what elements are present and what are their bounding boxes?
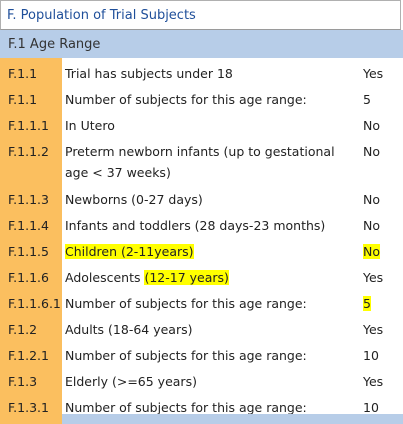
highlighted-value: 5 bbox=[363, 296, 371, 311]
row-value: Yes bbox=[363, 322, 384, 337]
row-value: Yes bbox=[363, 374, 384, 389]
row-label: Children (2-11years) bbox=[62, 236, 360, 262]
row-label: Number of subjects for this age range: bbox=[65, 400, 307, 415]
row-label: Number of subjects for this age range: bbox=[65, 348, 307, 363]
row-label: Number of subjects for this age range: bbox=[65, 92, 307, 107]
row-code: F.1.1 bbox=[0, 58, 62, 84]
table-row: F.1.1.5 Children (2-11years) No bbox=[0, 236, 403, 262]
highlighted-label: (12-17 years) bbox=[144, 270, 229, 285]
table-row: F.1.1 Trial has subjects under 18 Yes bbox=[0, 58, 403, 84]
row-value: No bbox=[363, 118, 380, 133]
row-code: F.1.2 bbox=[0, 314, 62, 340]
row-value: Yes bbox=[363, 66, 384, 81]
table-row: F.1.1.6 Adolescents (12-17 years) Yes bbox=[0, 262, 403, 288]
next-section-strip bbox=[0, 414, 403, 424]
row-value: No bbox=[363, 218, 380, 233]
row-code: F.1.1.2 bbox=[0, 136, 62, 184]
row-code: F.1.3 bbox=[0, 366, 62, 392]
table-row: F.1.1.6.1 Number of subjects for this ag… bbox=[0, 288, 403, 314]
table-row: F.1.1.3 Newborns (0-27 days) No bbox=[0, 184, 403, 210]
row-code: F.1.3.1 bbox=[0, 392, 62, 418]
row-value: 5 bbox=[360, 288, 403, 314]
table-row: F.1.3.1 Number of subjects for this age … bbox=[0, 392, 403, 418]
next-section-code-strip bbox=[0, 414, 62, 424]
table-row: F.1.2 Adults (18-64 years) Yes bbox=[0, 314, 403, 340]
row-value: No bbox=[360, 236, 403, 262]
row-code: F.1.2.1 bbox=[0, 340, 62, 366]
row-label: In Utero bbox=[65, 118, 115, 133]
row-label: Preterm newborn infants (up to gestation… bbox=[65, 144, 335, 180]
row-code: F.1.1.6.1 bbox=[0, 288, 62, 314]
row-label: Adults (18-64 years) bbox=[65, 322, 193, 337]
form-title: F. Population of Trial Subjects bbox=[0, 0, 401, 30]
table-row: F.1.1.1 In Utero No bbox=[0, 110, 403, 136]
highlighted-value: No bbox=[363, 244, 380, 259]
row-label: Infants and toddlers (28 days-23 months) bbox=[65, 218, 326, 233]
label-prefix: Adolescents bbox=[65, 270, 145, 285]
row-value: 5 bbox=[363, 92, 371, 107]
row-code: F.1.1.4 bbox=[0, 210, 62, 236]
row-value: No bbox=[363, 192, 380, 207]
row-code: F.1.1 bbox=[0, 84, 62, 110]
form-title-text: F. Population of Trial Subjects bbox=[7, 7, 196, 23]
row-code: F.1.1.1 bbox=[0, 110, 62, 136]
row-value: 10 bbox=[363, 400, 379, 415]
table-row: F.1.1.4 Infants and toddlers (28 days-23… bbox=[0, 210, 403, 236]
table-row: F.1.1.2 Preterm newborn infants (up to g… bbox=[0, 136, 403, 184]
row-label: Trial has subjects under 18 bbox=[65, 66, 233, 81]
table-row: F.1.2.1 Number of subjects for this age … bbox=[0, 340, 403, 366]
table-row: F.1.1 Number of subjects for this age ra… bbox=[0, 84, 403, 110]
row-label: Newborns (0-27 days) bbox=[65, 192, 203, 207]
row-code: F.1.1.5 bbox=[0, 236, 62, 262]
row-code: F.1.1.3 bbox=[0, 184, 62, 210]
row-label: Number of subjects for this age range: bbox=[65, 296, 307, 311]
row-label: Adolescents (12-17 years) bbox=[62, 262, 360, 288]
table-row: F.1.3 Elderly (>=65 years) Yes bbox=[0, 366, 403, 392]
row-code: F.1.1.6 bbox=[0, 262, 62, 288]
highlighted-label: Children (2-11years) bbox=[65, 244, 194, 259]
row-value: 10 bbox=[363, 348, 379, 363]
age-range-table: F.1.1 Trial has subjects under 18 Yes F.… bbox=[0, 58, 403, 418]
row-value: Yes bbox=[363, 270, 384, 285]
section-header-text: F.1 Age Range bbox=[8, 36, 101, 52]
row-value: No bbox=[363, 144, 380, 159]
section-header-age-range: F.1 Age Range bbox=[0, 30, 403, 58]
row-label: Elderly (>=65 years) bbox=[65, 374, 197, 389]
